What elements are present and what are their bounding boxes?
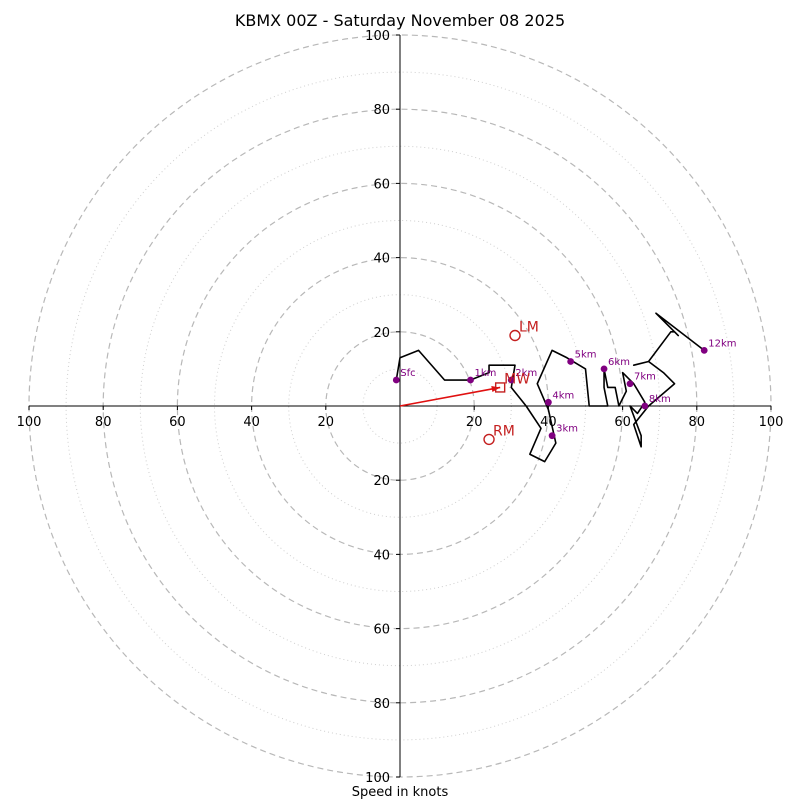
height-label-8km: 8km bbox=[649, 394, 671, 405]
storm-label-rm: RM bbox=[493, 423, 515, 439]
height-marker-2km bbox=[507, 376, 515, 384]
height-label-2km: 2km bbox=[515, 368, 537, 379]
chart-title: KBMX 00Z - Saturday November 08 2025 bbox=[235, 11, 565, 30]
x-tick-label: 100 bbox=[759, 415, 784, 430]
x-tick-label: 100 bbox=[17, 415, 42, 430]
height-points-group: Sfc 1km 2km 3km 4km 5km 6km 7km 8km 12km bbox=[392, 338, 736, 440]
height-label-4km: 4km bbox=[552, 390, 574, 401]
y-tick-label: 60 bbox=[373, 177, 390, 192]
mean-wind-vector-group bbox=[399, 385, 501, 407]
y-tick-label: 100 bbox=[365, 29, 390, 44]
y-tick-label: 80 bbox=[373, 103, 390, 118]
x-tick-label: 20 bbox=[318, 415, 335, 430]
x-tick-label: 60 bbox=[614, 415, 631, 430]
storm-label-lm: LM bbox=[519, 320, 539, 336]
height-label-3km: 3km bbox=[556, 424, 578, 435]
y-tick-label: 80 bbox=[373, 697, 390, 712]
x-tick-label: 80 bbox=[689, 415, 706, 430]
height-marker-sfc bbox=[392, 376, 400, 384]
height-label-1km: 1km bbox=[474, 368, 496, 379]
y-tick-label: 40 bbox=[373, 252, 390, 267]
x-axis-label: Speed in knots bbox=[352, 785, 449, 800]
ticks-group: 100 80 60 40 20 20 40 60 80 100 100 80 60 40 20 20 40 60 8… bbox=[17, 29, 784, 786]
storm-label-mw: MW bbox=[504, 371, 530, 387]
storm-marker-rm bbox=[483, 433, 495, 446]
height-label-7km: 7km bbox=[634, 372, 656, 383]
x-tick-label: 40 bbox=[540, 415, 557, 430]
height-marker-8km bbox=[641, 402, 649, 410]
storm-marker-mw bbox=[494, 382, 506, 393]
storm-marker-lm bbox=[509, 329, 521, 342]
x-tick-label: 80 bbox=[95, 415, 112, 430]
height-marker-1km bbox=[467, 376, 474, 384]
height-label-12km: 12km bbox=[708, 338, 736, 349]
height-marker-4km bbox=[545, 398, 552, 406]
height-marker-6km bbox=[600, 365, 608, 373]
y-tick-label: 20 bbox=[373, 326, 390, 341]
hodograph-trace bbox=[395, 312, 705, 463]
x-tick-label: 20 bbox=[466, 415, 483, 430]
height-marker-7km bbox=[626, 380, 634, 388]
height-marker-12km bbox=[700, 346, 708, 354]
height-label-5km: 5km bbox=[575, 349, 597, 360]
height-label-sfc: Sfc bbox=[400, 368, 415, 379]
y-tick-label: 40 bbox=[373, 548, 390, 563]
storm-motion-group: LM RM MW bbox=[483, 320, 539, 446]
mean-wind-vector-line bbox=[399, 386, 501, 407]
height-label-6km: 6km bbox=[608, 357, 630, 368]
x-tick-label: 60 bbox=[169, 415, 186, 430]
height-marker-3km bbox=[548, 432, 556, 440]
height-marker-5km bbox=[567, 358, 575, 365]
y-tick-label: 20 bbox=[373, 474, 390, 489]
y-tick-label: 60 bbox=[373, 623, 390, 638]
y-tick-label: 100 bbox=[365, 771, 390, 786]
x-tick-label: 40 bbox=[243, 415, 260, 430]
